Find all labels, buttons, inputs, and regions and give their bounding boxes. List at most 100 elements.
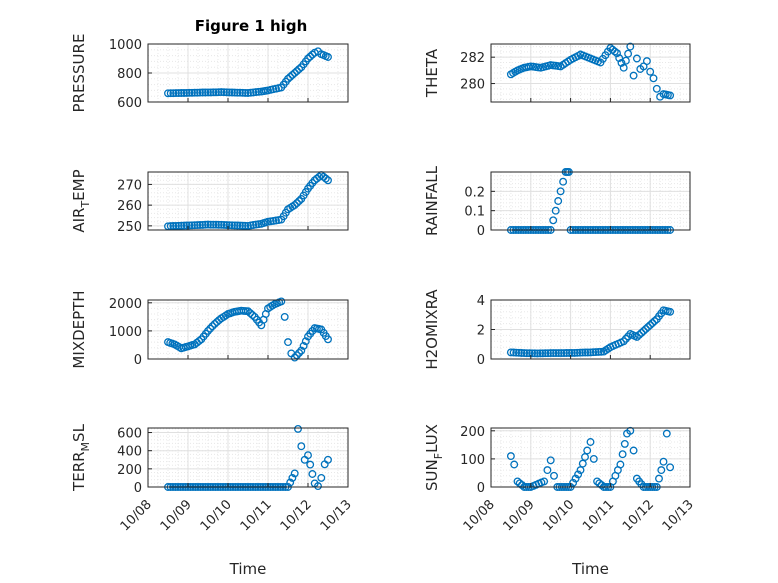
data-point: [632, 54, 641, 63]
data-point: [632, 332, 641, 341]
data-point: [169, 89, 178, 98]
data-point: [290, 69, 299, 77]
data-point: [230, 88, 239, 97]
data-point: [597, 347, 606, 356]
data-point: [321, 174, 330, 183]
data-point: [290, 469, 299, 478]
data-point: [220, 220, 228, 229]
data-point: [204, 326, 212, 335]
axes-box: [147, 171, 349, 231]
y-tick-label: 100: [460, 453, 485, 468]
y-tick-label: 800: [117, 67, 142, 82]
x-tick-label: 10/11: [580, 497, 617, 534]
y-tick-label: 270: [117, 178, 142, 193]
data-point: [228, 221, 236, 230]
data-point: [246, 88, 255, 97]
data-point: [554, 197, 563, 205]
figure-title: Figure 1 high: [195, 17, 308, 35]
data-point: [294, 424, 302, 433]
data-point: [574, 470, 583, 479]
data-point: [616, 460, 625, 469]
y-tick-label: 2000: [109, 297, 142, 312]
data-point: [650, 317, 659, 326]
data-point: [166, 222, 175, 231]
y-tick-label: 282: [460, 51, 485, 66]
data-point: [252, 220, 260, 229]
subplot-mixdepth: 0 1000 2000 MIXDEPTH: [70, 290, 349, 369]
data-point: [308, 50, 317, 59]
data-point: [292, 199, 301, 208]
data-point: [324, 176, 332, 185]
data-point: [196, 221, 204, 229]
data-point: [617, 58, 626, 67]
data-point: [284, 338, 292, 347]
x-tick-label: 10/08: [118, 497, 155, 534]
data-point: [324, 455, 332, 464]
data-point: [286, 72, 295, 81]
data-point: [591, 348, 600, 357]
data-point: [586, 438, 595, 446]
data-point: [554, 349, 563, 358]
data-point: [666, 463, 675, 472]
y-tick-label: 200: [117, 463, 142, 478]
y-tick-label: 280: [460, 78, 485, 93]
data-point: [249, 88, 258, 97]
data-point: [506, 452, 515, 461]
data-point: [544, 349, 552, 358]
data-point: [241, 88, 250, 97]
data-point: [238, 221, 247, 230]
data-point: [618, 450, 627, 459]
data-point: [244, 89, 252, 97]
data-point: [290, 201, 299, 210]
data-point: [571, 474, 580, 483]
data-point: [324, 53, 332, 61]
data-point: [512, 348, 521, 357]
subplot-sun-flux: 0 100 200 10/08 10/09 10/10 10/11 10/12 10/13 Tim…: [423, 424, 697, 578]
x-tick-label: 10/12: [278, 497, 315, 534]
subplot-air-temp: 250 260 270 AIRTEMP: [70, 169, 349, 235]
y-axis-label: THETA: [423, 48, 441, 98]
data-point: [169, 222, 178, 230]
data-point: [272, 216, 280, 225]
data-point: [619, 63, 628, 72]
subplot-terr-msl: 0 200 400 600 10/08 10/09 10/10 10/11 10/12 10/13…: [70, 423, 355, 578]
data-point: [652, 84, 661, 93]
axes-box: [490, 427, 691, 488]
y-tick-label: 600: [117, 427, 142, 442]
data-point: [655, 474, 663, 483]
data-point: [646, 321, 655, 330]
data-point: [619, 337, 628, 346]
x-axis-label: Time: [229, 560, 267, 578]
subplot-h2omixra: 0 2 4 H2OMIXRA: [423, 289, 691, 370]
y-tick-label: 0.1: [464, 205, 485, 220]
data-point: [295, 348, 304, 357]
data-point: [569, 478, 578, 487]
data-series: [164, 297, 332, 362]
data-point: [583, 446, 592, 455]
data-point: [185, 221, 194, 230]
data-point: [290, 353, 299, 362]
data-point: [578, 348, 587, 357]
data-point: [252, 88, 260, 97]
data-point: [217, 88, 226, 97]
data-point: [292, 67, 301, 76]
data-point: [629, 446, 638, 455]
data-point: [198, 220, 207, 229]
data-point: [264, 217, 272, 226]
data-point: [530, 349, 539, 358]
y-tick-label: 260: [117, 199, 142, 214]
y-axis-label: MIXDEPTH: [70, 290, 88, 368]
data-point: [306, 52, 315, 61]
data-point: [206, 88, 215, 97]
data-point: [225, 88, 234, 97]
data-point: [538, 349, 547, 358]
data-point: [286, 478, 295, 487]
data-point: [198, 88, 207, 97]
plot-area: [491, 172, 690, 230]
y-tick-label: 4: [477, 294, 485, 309]
data-point: [295, 197, 304, 205]
data-point: [188, 221, 196, 230]
data-point: [565, 349, 574, 357]
